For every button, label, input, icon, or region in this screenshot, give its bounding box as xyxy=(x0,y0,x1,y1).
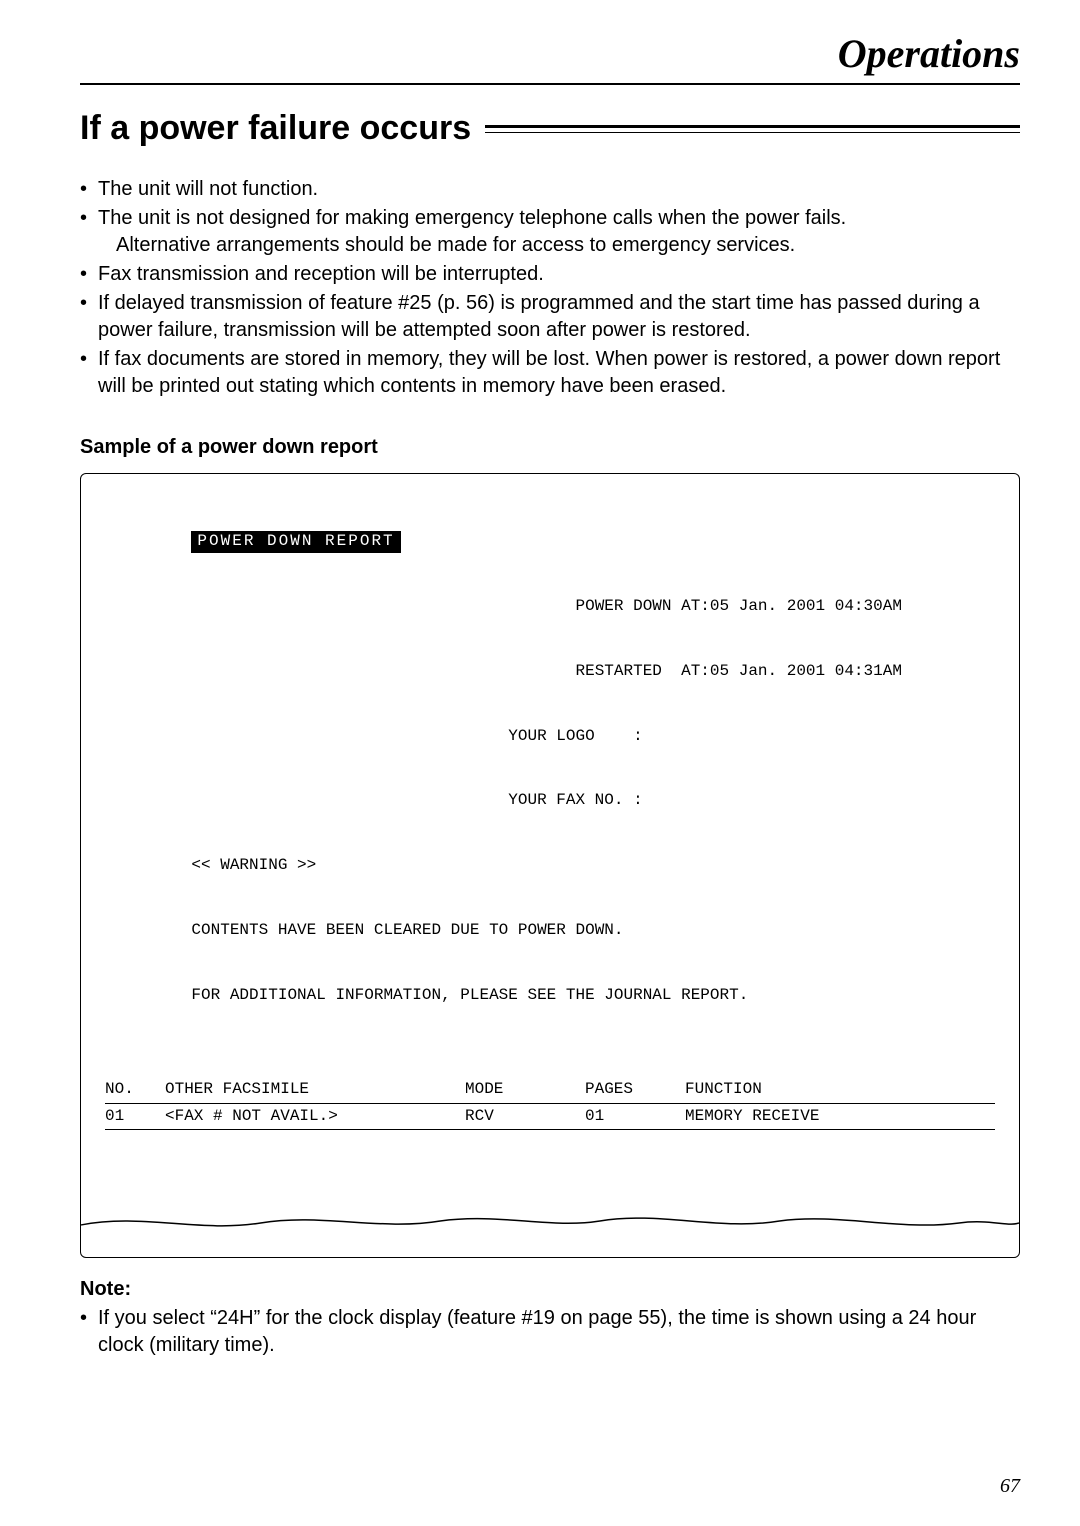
bullet-list: The unit will not function. The unit is … xyxy=(80,176,1020,400)
torn-edge xyxy=(105,1203,995,1229)
list-item: Fax transmission and reception will be i… xyxy=(80,261,1020,288)
power-down-report: POWER DOWN REPORT POWER DOWN AT:05 Jan. … xyxy=(80,473,1020,1258)
col-func: FUNCTION xyxy=(685,1077,995,1103)
report-warning-head: << WARNING >> xyxy=(191,856,316,874)
cell-func: MEMORY RECEIVE xyxy=(685,1103,995,1130)
section-heading: If a power failure occurs xyxy=(80,109,471,148)
sample-label: Sample of a power down report xyxy=(80,436,1020,459)
col-mode: MODE xyxy=(465,1077,585,1103)
heading-rule xyxy=(485,125,1020,133)
list-item: The unit is not designed for making emer… xyxy=(80,205,1020,259)
cell-mode: RCV xyxy=(465,1103,585,1130)
cell-other: <FAX # NOT AVAIL.> xyxy=(165,1103,465,1130)
note-list: If you select “24H” for the clock displa… xyxy=(80,1305,1020,1359)
list-item-text: If fax documents are stored in memory, t… xyxy=(98,348,1000,397)
report-table: NO. OTHER FACSIMILE MODE PAGES FUNCTION … xyxy=(105,1077,995,1130)
note-text: If you select “24H” for the clock displa… xyxy=(98,1307,976,1356)
report-line: RESTARTED AT:05 Jan. 2001 04:31AM xyxy=(105,661,995,683)
list-item: The unit will not function. xyxy=(80,176,1020,203)
report-line: FOR ADDITIONAL INFORMATION, PLEASE SEE T… xyxy=(105,985,995,1007)
list-item: If fax documents are stored in memory, t… xyxy=(80,346,1020,400)
col-no: NO. xyxy=(105,1077,165,1103)
report-power-down-at: POWER DOWN AT:05 Jan. 2001 04:30AM xyxy=(575,597,901,615)
report-line: << WARNING >> xyxy=(105,855,995,877)
report-line: YOUR LOGO : xyxy=(105,726,995,748)
col-pages: PAGES xyxy=(585,1077,685,1103)
report-your-logo: YOUR LOGO : xyxy=(508,727,642,745)
list-item: If delayed transmission of feature #25 (… xyxy=(80,290,1020,344)
report-line: POWER DOWN AT:05 Jan. 2001 04:30AM xyxy=(105,596,995,618)
cell-no: 01 xyxy=(105,1103,165,1130)
page-header-title: Operations xyxy=(80,30,1020,85)
report-line: CONTENTS HAVE BEEN CLEARED DUE TO POWER … xyxy=(105,920,995,942)
report-title: POWER DOWN REPORT xyxy=(191,531,400,553)
table-row: 01 <FAX # NOT AVAIL.> RCV 01 MEMORY RECE… xyxy=(105,1103,995,1130)
report-restarted-at: RESTARTED AT:05 Jan. 2001 04:31AM xyxy=(575,662,901,680)
report-your-fax-no: YOUR FAX NO. : xyxy=(508,791,642,809)
list-item-text: If delayed transmission of feature #25 (… xyxy=(98,292,980,341)
table-header-row: NO. OTHER FACSIMILE MODE PAGES FUNCTION xyxy=(105,1077,995,1103)
report-line: POWER DOWN REPORT xyxy=(105,531,995,553)
report-warning-1: CONTENTS HAVE BEEN CLEARED DUE TO POWER … xyxy=(191,921,623,939)
section-heading-row: If a power failure occurs xyxy=(80,109,1020,148)
list-item-text: Fax transmission and reception will be i… xyxy=(98,263,544,285)
note-label: Note: xyxy=(80,1278,1020,1301)
report-warning-2: FOR ADDITIONAL INFORMATION, PLEASE SEE T… xyxy=(191,986,748,1004)
report-line: YOUR FAX NO. : xyxy=(105,790,995,812)
col-other: OTHER FACSIMILE xyxy=(165,1077,465,1103)
cell-pages: 01 xyxy=(585,1103,685,1130)
page-number: 67 xyxy=(1000,1475,1020,1498)
list-item-text: The unit will not function. xyxy=(98,178,318,200)
list-item-text: The unit is not designed for making emer… xyxy=(98,207,846,256)
list-item: If you select “24H” for the clock displa… xyxy=(80,1305,1020,1359)
